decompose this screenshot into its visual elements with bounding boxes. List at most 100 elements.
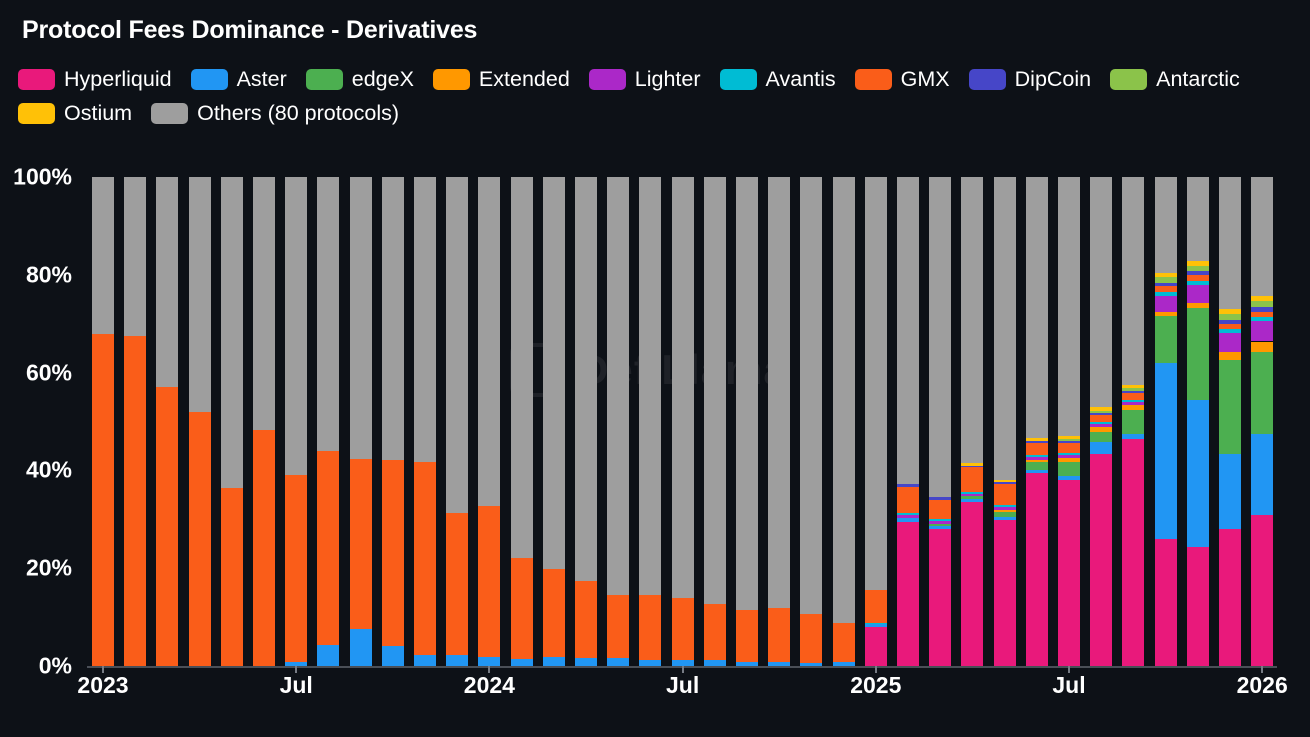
bar-segment-avantis: [1186, 281, 1209, 286]
bar-segment-others: [188, 177, 211, 412]
bar-column[interactable]: [1219, 177, 1241, 666]
bar-column[interactable]: [736, 177, 758, 666]
legend-swatch-icon: [588, 68, 626, 90]
bar-segment-gmx: [800, 614, 823, 664]
legend-label: Avantis: [765, 66, 836, 91]
bar-column[interactable]: [897, 177, 919, 666]
legend-item-edgex[interactable]: edgeX: [305, 62, 414, 96]
bar-segment-others: [1025, 177, 1048, 439]
bar-segment-lighter: [1251, 320, 1274, 342]
bar-segment-gmx: [414, 461, 436, 655]
bar-segment-gmx: [703, 603, 726, 661]
bar-column[interactable]: [414, 177, 436, 666]
bar-column[interactable]: [188, 177, 211, 666]
bar-segment-others: [864, 177, 887, 590]
bar-column[interactable]: [156, 177, 179, 666]
bar-segment-edgex: [1025, 462, 1048, 470]
bar-column[interactable]: [961, 177, 984, 666]
bar-segment-extended: [1154, 312, 1177, 317]
bar-column[interactable]: [92, 177, 114, 666]
bar-column[interactable]: [1251, 177, 1274, 666]
bar-column[interactable]: [220, 177, 243, 666]
bar-segment-lighter: [929, 521, 952, 524]
legend-swatch-icon: [305, 68, 343, 90]
bar-segment-gmx: [1219, 324, 1241, 330]
bar-column[interactable]: [703, 177, 726, 666]
bar-column[interactable]: [768, 177, 791, 666]
bar-segment-others: [1090, 177, 1113, 408]
bar-column[interactable]: [1154, 177, 1177, 666]
bar-segment-gmx: [220, 487, 243, 666]
bar-segment-others: [736, 177, 758, 611]
y-axis-tick-label: 80%: [25, 261, 72, 288]
bar-segment-gmx: [92, 334, 114, 666]
bar-column[interactable]: [864, 177, 887, 666]
bar-column[interactable]: [510, 177, 533, 666]
legend-label: Others (80 protocols): [197, 100, 400, 125]
bar-segment-aster: [381, 646, 404, 666]
bar-column[interactable]: [1186, 177, 1209, 666]
legend-swatch-icon: [432, 68, 470, 90]
legend-item-avantis[interactable]: Avantis: [719, 62, 836, 96]
bar-segment-dipcoin: [897, 484, 919, 487]
bar-column[interactable]: [349, 177, 372, 666]
bar-column[interactable]: [542, 177, 565, 666]
bar-segment-aster: [478, 657, 501, 666]
bar-segment-gmx: [929, 499, 952, 520]
bar-column[interactable]: [671, 177, 694, 666]
bar-segment-lighter: [1122, 401, 1145, 406]
bar-segment-avantis: [961, 491, 984, 494]
bar-column[interactable]: [124, 177, 147, 666]
bar-segment-antarctic: [1122, 388, 1145, 392]
bar-segment-extended: [1219, 352, 1241, 361]
bar-column[interactable]: [381, 177, 404, 666]
legend-swatch-icon: [968, 68, 1006, 90]
legend-item-ostium[interactable]: Ostium: [18, 96, 132, 130]
bar-segment-aster: [897, 518, 919, 523]
bar-segment-hyperliquid: [897, 522, 919, 666]
bar-segment-aster: [1122, 434, 1145, 439]
bar-segment-extended: [1058, 457, 1080, 462]
bar-column[interactable]: [253, 177, 275, 666]
bar-column[interactable]: [317, 177, 340, 666]
bar-segment-gmx: [1122, 392, 1145, 400]
bar-segment-extended: [1090, 427, 1113, 432]
legend-label: Hyperliquid: [64, 66, 172, 91]
legend-label: DipCoin: [1014, 66, 1092, 91]
bar-column[interactable]: [607, 177, 630, 666]
bar-segment-hyperliquid: [1154, 538, 1177, 666]
defillama-watermark: DefiLlama: [510, 330, 810, 410]
legend-item-others-80-protocols[interactable]: Others (80 protocols): [151, 96, 399, 130]
bar-column[interactable]: [800, 177, 823, 666]
bar-segment-lighter: [1154, 295, 1177, 313]
bar-column[interactable]: [639, 177, 662, 666]
bar-segment-gmx: [1058, 442, 1080, 454]
legend-item-lighter[interactable]: Lighter: [588, 62, 701, 96]
bar-segment-others: [703, 177, 726, 604]
bar-segment-edgex: [993, 512, 1016, 518]
legend-item-hyperliquid[interactable]: Hyperliquid: [18, 62, 172, 96]
bar-column[interactable]: [1090, 177, 1113, 666]
legend-item-extended[interactable]: Extended: [432, 62, 570, 96]
bar-column[interactable]: [1025, 177, 1048, 666]
legend-swatch-icon: [854, 68, 892, 90]
bar-column[interactable]: [1122, 177, 1145, 666]
bar-segment-dipcoin: [1058, 441, 1080, 443]
bar-column[interactable]: [285, 177, 308, 666]
bar-segment-others: [929, 177, 952, 498]
bar-segment-gmx: [864, 589, 887, 623]
legend-item-dipcoin[interactable]: DipCoin: [968, 62, 1092, 96]
bar-segment-aster: [929, 525, 952, 530]
bar-column[interactable]: [832, 177, 855, 666]
watermark-text: DefiLlama: [578, 346, 788, 393]
legend-item-aster[interactable]: Aster: [190, 62, 287, 96]
bar-column[interactable]: [478, 177, 501, 666]
legend-item-antarctic[interactable]: Antarctic: [1110, 62, 1240, 96]
legend-item-gmx[interactable]: GMX: [854, 62, 950, 96]
bar-column[interactable]: [993, 177, 1016, 666]
bar-column[interactable]: [1058, 177, 1080, 666]
bar-column[interactable]: [575, 177, 597, 666]
bar-column[interactable]: [446, 177, 469, 666]
bar-segment-lighter: [1186, 285, 1209, 303]
bar-column[interactable]: [929, 177, 952, 666]
